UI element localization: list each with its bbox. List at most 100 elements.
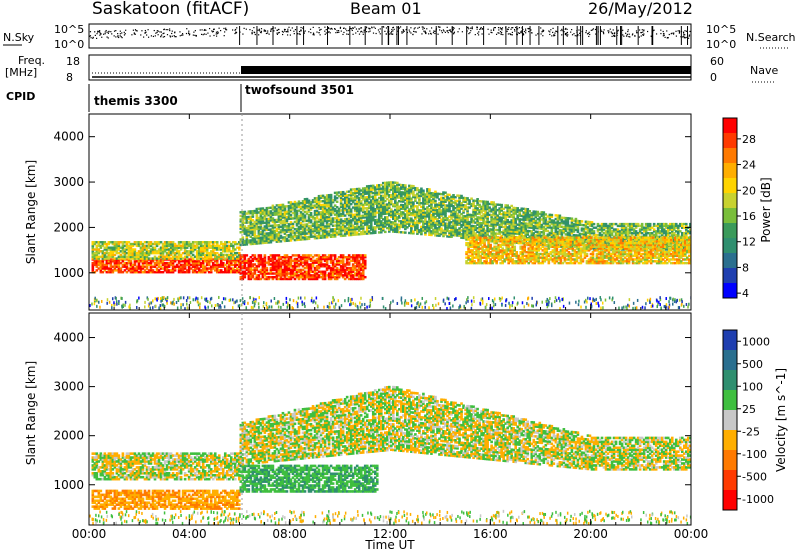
nsky-point <box>491 30 492 31</box>
heatmap-cell <box>404 184 407 186</box>
nsky-point <box>124 34 125 35</box>
nsky-point <box>284 30 285 31</box>
nsky-point <box>225 28 226 29</box>
nsky-point <box>663 35 664 36</box>
nsky-point <box>683 32 684 33</box>
nsky-point <box>478 31 479 32</box>
nsky-point <box>164 36 165 37</box>
nsky-point <box>498 33 499 34</box>
nsky-point <box>518 32 519 33</box>
nsky-point <box>278 29 279 30</box>
nsky-point <box>326 29 327 30</box>
nsky-point <box>566 29 567 30</box>
nsky-point <box>679 32 680 33</box>
nsky-point <box>608 31 609 32</box>
nsky-tick-top: 10^5 <box>54 23 84 36</box>
nsky-point <box>570 32 571 33</box>
nave-tick-top: 60 <box>710 55 724 68</box>
nsky-point <box>282 34 283 35</box>
nsky-point <box>416 31 417 32</box>
nsky-point <box>487 29 488 30</box>
nsky-point <box>565 34 566 35</box>
heatmap-cell <box>134 248 137 250</box>
nsky-point <box>219 28 220 29</box>
nsky-point <box>561 34 562 35</box>
nsky-point <box>371 27 372 28</box>
nsky-point <box>125 30 126 31</box>
nsky-point <box>135 34 136 35</box>
nsky-point <box>490 32 491 33</box>
date-title: 26/May/2012 <box>588 0 693 18</box>
nsky-point <box>462 31 463 32</box>
nsky-point <box>422 29 423 30</box>
nsky-point <box>209 28 210 29</box>
nsky-point <box>181 35 182 36</box>
nsky-point <box>629 36 630 37</box>
nsky-point <box>120 31 121 32</box>
nsky-point <box>429 30 430 31</box>
nsky-point <box>121 32 122 33</box>
nsearch-tick-top: 10^5 <box>706 23 736 36</box>
nsky-point <box>514 29 515 30</box>
nsky-point <box>244 28 245 29</box>
nsky-point <box>108 37 109 38</box>
nsky-point <box>468 28 469 29</box>
nsky-point <box>290 30 291 31</box>
nsky-point <box>357 31 358 32</box>
nsky-point <box>540 27 541 28</box>
nsky-point <box>604 29 605 30</box>
nsky-point <box>571 29 572 30</box>
nsky-point <box>115 36 116 37</box>
nsky-point <box>555 31 556 32</box>
nsky-point <box>537 33 538 34</box>
nsky-point <box>636 32 637 33</box>
nsky-point <box>535 35 536 36</box>
nsky-point <box>213 35 214 36</box>
nsky-tick-bottom: 10^0 <box>54 38 84 51</box>
nsky-point <box>193 35 194 36</box>
nsky-point <box>457 31 458 32</box>
nsky-point <box>686 37 687 38</box>
nsky-label: N.Sky <box>3 31 35 44</box>
nsky-point <box>155 35 156 36</box>
nsky-point <box>287 29 288 30</box>
nsky-point <box>392 27 393 28</box>
heatmap-cell <box>130 260 133 262</box>
nsky-point <box>292 27 293 28</box>
nsky-point <box>260 32 261 33</box>
nsky-point <box>401 33 402 34</box>
nsky-point <box>500 33 501 34</box>
nsky-point <box>551 35 552 36</box>
nsky-point <box>635 35 636 36</box>
nsky-point <box>125 33 126 34</box>
nsky-point <box>588 36 589 37</box>
nsky-point <box>93 37 94 38</box>
nsky-point <box>579 33 580 34</box>
nsky-point <box>293 31 294 32</box>
nsky-point <box>476 27 477 28</box>
nsky-point <box>480 28 481 29</box>
nsky-point <box>234 30 235 31</box>
nsky-point <box>525 32 526 33</box>
nsky-point <box>161 34 162 35</box>
nsky-point <box>214 29 215 30</box>
nsky-point <box>300 30 301 31</box>
nsky-point <box>512 32 513 33</box>
nsky-point <box>106 36 107 37</box>
nsky-point <box>251 32 252 33</box>
nsky-point <box>437 34 438 35</box>
nsky-point <box>431 33 432 34</box>
nsky-point <box>105 33 106 34</box>
nsky-point <box>110 31 111 32</box>
nsky-point <box>425 33 426 34</box>
nsky-point <box>482 28 483 29</box>
nsky-point <box>348 34 349 35</box>
nsky-point <box>639 36 640 37</box>
nsky-point <box>481 27 482 28</box>
freq-tick-top: 18 <box>66 55 80 68</box>
nsky-point <box>400 26 401 27</box>
heatmap-cell <box>266 267 269 269</box>
nsky-point <box>151 35 152 36</box>
nsky-point <box>182 34 183 35</box>
